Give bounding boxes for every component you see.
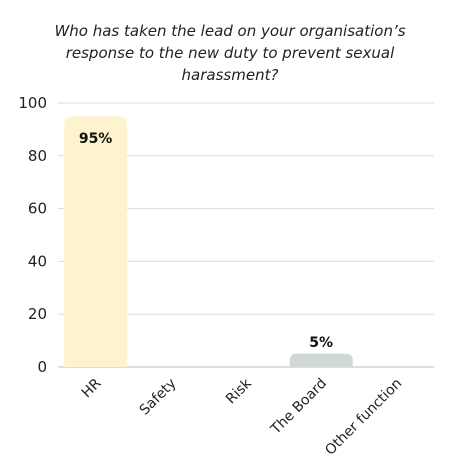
y-tick-label: 20 [28,305,47,323]
x-tick-label: Risk [223,375,255,407]
x-tick-label: HR [79,375,105,401]
y-tick-label: 100 [18,94,47,112]
y-tick-label: 80 [28,147,47,165]
x-tick-label: Safety [137,376,180,419]
chart-title: Who has taken the lead on your organisat… [54,22,406,84]
x-tick-label: Other function [322,376,405,459]
bar [289,353,353,367]
data-label: 5% [309,335,333,351]
y-tick-label: 60 [28,200,47,218]
data-label: 95% [79,131,113,147]
y-tick-label: 0 [37,358,47,376]
bar [64,116,128,367]
y-tick-label: 40 [28,252,47,270]
x-tick-label: The Board [267,376,330,439]
